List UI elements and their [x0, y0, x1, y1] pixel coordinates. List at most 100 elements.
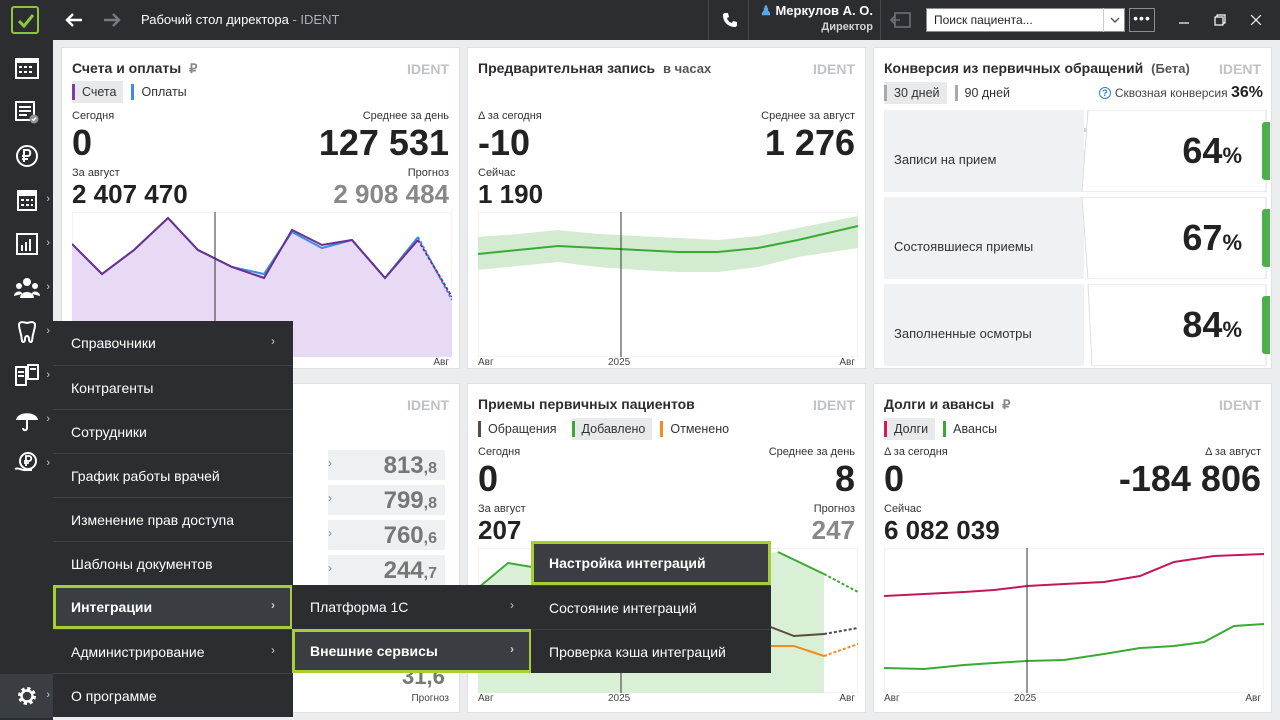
axis-label: Авг — [839, 357, 855, 368]
legend-appeals[interactable]: Обращения — [478, 418, 564, 440]
tab-90-days[interactable]: 90 дней — [954, 82, 1018, 104]
avg-value: 1 276 — [764, 122, 855, 163]
sidebar-item-finance[interactable] — [0, 134, 53, 178]
user-icon: ♟ — [760, 3, 772, 18]
stat-row[interactable]: › 799,8 — [328, 485, 445, 515]
sidebar-item-warehouse[interactable]: › — [0, 354, 53, 398]
help-icon[interactable]: ? — [1098, 87, 1111, 99]
schedule-grid-icon — [14, 58, 39, 79]
menu-item-access-rights[interactable]: Изменение прав доступа — [53, 497, 293, 541]
sidebar-item-documents[interactable]: › — [0, 178, 53, 222]
panel-title: Приемы первичных пациентов — [478, 396, 695, 412]
forward-arrow-icon[interactable] — [100, 8, 124, 32]
month-value: -184 806 — [1118, 458, 1261, 499]
title-bar: Рабочий стол директора - IDENT ♟ Меркуло… — [0, 0, 1280, 40]
axis-label: Авг — [884, 693, 900, 704]
user-info[interactable]: ♟ Меркулов А. О. Директор — [752, 3, 873, 35]
legend-advances[interactable]: Авансы — [943, 418, 1004, 440]
legend-debts[interactable]: Долги — [884, 418, 936, 440]
axis-label: Авг — [1245, 693, 1261, 704]
devices-icon — [14, 364, 39, 386]
window-title: Рабочий стол директора - IDENT — [141, 12, 340, 27]
avg-label: Среднее за день — [362, 110, 449, 122]
today-value: 0 — [72, 122, 93, 163]
forecast-value: 247 — [811, 515, 855, 545]
sidebar-item-payments[interactable]: › — [0, 442, 53, 486]
external-services-submenu: Настройка интеграций Состояние интеграци… — [531, 541, 771, 673]
menu-item-doc-templates[interactable]: Шаблоны документов — [53, 541, 293, 585]
calendar-back-icon[interactable] — [888, 9, 914, 31]
restore-icon[interactable] — [1208, 8, 1232, 32]
sidebar-item-insurance[interactable]: › — [0, 398, 53, 442]
legend-cancelled[interactable]: Отменено — [660, 418, 736, 440]
chevron-right-icon: › — [46, 281, 50, 293]
menu-item-1c-platform[interactable]: Платформа 1С › — [310, 598, 514, 615]
tab-30-days[interactable]: 30 дней — [884, 82, 947, 104]
now-value: 6 082 039 — [884, 515, 1000, 545]
now-value: 1 190 — [478, 179, 544, 209]
app-logo-icon[interactable] — [11, 6, 39, 34]
chevron-right-icon: › — [271, 334, 275, 348]
menu-item-employees[interactable]: Сотрудники — [53, 409, 293, 453]
chevron-down-icon[interactable] — [1103, 8, 1125, 32]
chevron-right-icon: › — [46, 325, 50, 337]
panel-title: Предварительная запись в часах — [478, 60, 712, 76]
back-arrow-icon[interactable] — [62, 8, 86, 32]
stat-row[interactable]: › 813,8 — [328, 450, 445, 480]
minimize-icon[interactable] — [1172, 8, 1196, 32]
month-label: За август — [72, 167, 120, 179]
ident-badge: IDENT — [1219, 61, 1261, 77]
ident-badge: IDENT — [407, 397, 449, 413]
menu-item-administration[interactable]: Администрирование › — [53, 629, 293, 673]
phone-icon[interactable] — [718, 9, 742, 31]
more-button[interactable]: ••• — [1129, 8, 1155, 32]
chevron-right-icon: › — [46, 457, 50, 469]
chevron-right-icon: › — [510, 642, 514, 656]
month-label: Δ за август — [1205, 446, 1261, 458]
stat-row[interactable]: › 244,7 — [328, 555, 445, 585]
sidebar-item-dental[interactable]: › — [0, 310, 53, 354]
now-label: Сейчас — [884, 503, 922, 515]
now-label: Сейчас — [478, 167, 516, 179]
panel-prebook: Предварительная запись в часах IDENT Δ з… — [467, 47, 866, 369]
patient-search-input[interactable]: Поиск пациента... — [926, 8, 1125, 32]
menu-item-integrations[interactable]: Интеграции › — [53, 585, 293, 629]
menu-item-about[interactable]: О программе — [53, 673, 293, 717]
month-value: 207 — [478, 515, 522, 545]
sidebar-item-tasks[interactable] — [0, 90, 53, 134]
panel-title: Конверсия из первичных обращений (Бета) — [884, 60, 1190, 76]
stat-row[interactable]: › 760,6 — [328, 520, 445, 550]
sidebar-item-patients[interactable]: › — [0, 266, 53, 310]
month-value: 2 407 470 — [72, 179, 188, 209]
menu-item-integration-settings[interactable]: Настройка интеграций — [531, 541, 771, 585]
user-role: Директор — [821, 21, 873, 33]
legend-invoices[interactable]: Счета — [72, 81, 124, 103]
sidebar: › › › › › › › › — [0, 40, 53, 720]
debts-chart — [884, 548, 1264, 693]
today-label: Сегодня — [478, 446, 521, 458]
forecast-label: Прогноз — [407, 167, 449, 179]
forecast-label: Прогноз — [411, 693, 449, 704]
prebook-chart — [478, 212, 858, 357]
menu-item-doctor-schedule[interactable]: График работы врачей — [53, 453, 293, 497]
sidebar-item-settings[interactable]: › — [0, 674, 53, 718]
conversion-row-exams: Заполненные осмотры 84% — [884, 284, 1270, 366]
ident-badge: IDENT — [813, 397, 855, 413]
month-label: За август — [478, 503, 526, 515]
menu-item-external-services[interactable]: Внешние сервисы › — [292, 629, 532, 673]
delta-value: -10 — [478, 122, 531, 163]
forecast-label: Прогноз — [813, 503, 855, 515]
sidebar-item-schedule[interactable] — [0, 46, 53, 90]
close-icon[interactable] — [1244, 8, 1268, 32]
gear-icon — [17, 687, 36, 705]
menu-item-contractors[interactable]: Контрагенты — [53, 365, 293, 409]
menu-item-integration-status[interactable]: Состояние интеграций — [531, 585, 771, 629]
legend-payments[interactable]: Оплаты — [131, 81, 193, 103]
sidebar-item-reports[interactable]: › — [0, 222, 53, 266]
menu-item-directories[interactable]: Справочники › — [71, 334, 275, 351]
legend-added[interactable]: Добавлено — [571, 418, 653, 440]
menu-item-integration-cache-check[interactable]: Проверка кэша интеграций — [531, 629, 771, 673]
axis-label: Авг — [839, 693, 855, 704]
axis-label: 2025 — [1014, 693, 1037, 704]
panel-title: Долги и авансы ₽ — [884, 396, 1011, 412]
